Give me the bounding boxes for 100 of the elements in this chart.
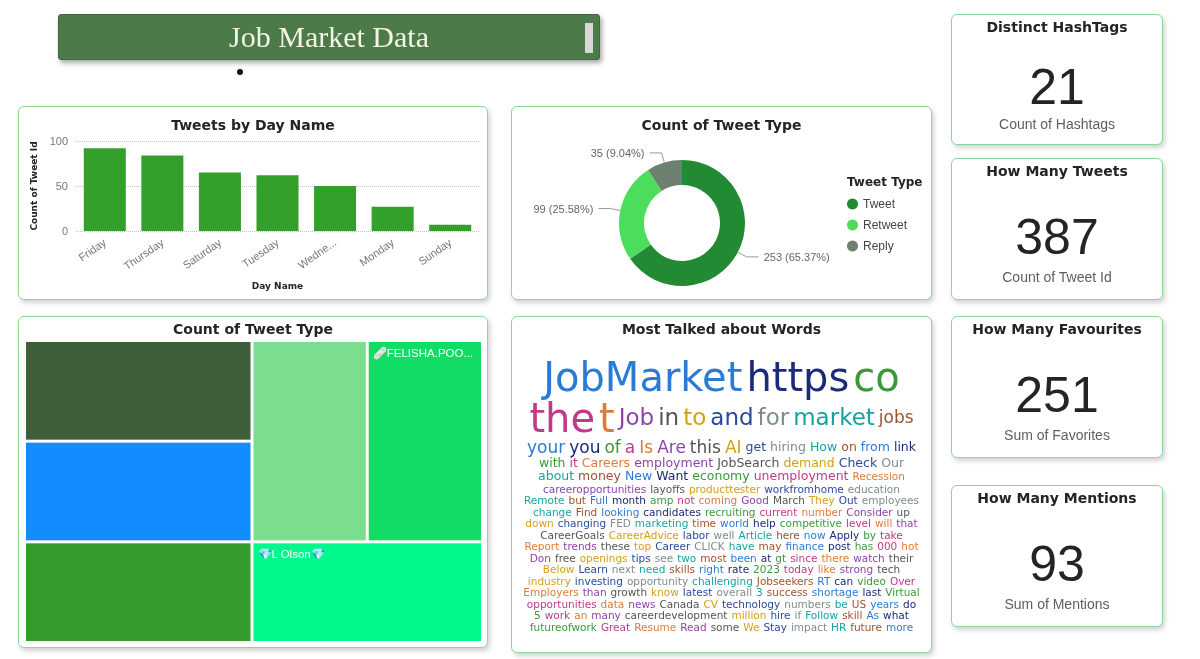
category-label: if (794, 609, 802, 622)
category-label: million (731, 609, 767, 622)
bar (256, 175, 299, 231)
data-label: 93 (1028, 536, 1086, 593)
category-label: challenging (692, 574, 753, 587)
category-label: than (582, 586, 607, 599)
category-label: employees (861, 494, 919, 507)
bar (314, 186, 357, 231)
category-label: Jobseekers (756, 574, 814, 587)
category-label: demand (783, 454, 835, 470)
category-label: CLICK (694, 540, 725, 553)
category-label: that (896, 517, 918, 530)
category-label: March (772, 494, 805, 507)
category-label: today (783, 563, 814, 576)
category-label: take (880, 528, 903, 541)
y-axis-title: Count of Tweet Id (29, 141, 40, 231)
category-label: since (790, 551, 818, 564)
category-label: openings (579, 551, 628, 564)
category-label: marketing (634, 517, 689, 530)
category-label: most (700, 551, 727, 564)
category-label: CareerAdvice (608, 528, 679, 541)
category-label: https (746, 353, 850, 400)
category-label: Check (838, 454, 878, 470)
category-label: skill (842, 609, 863, 622)
category-label: Great (600, 620, 631, 633)
category-label: Our (881, 454, 905, 470)
category-label: Follow (805, 609, 839, 622)
category-label: like (817, 563, 836, 576)
category-label: well (713, 528, 735, 541)
category-label: employment (634, 454, 714, 470)
category-label: money (578, 468, 621, 484)
category-label: Employers (523, 586, 579, 599)
category-label: education (847, 482, 900, 495)
category-label: change (533, 505, 572, 518)
category-label: strong (839, 563, 874, 576)
category-label: right (699, 563, 724, 576)
category-label: there (821, 551, 850, 564)
category-label: in (658, 404, 680, 431)
category-label: number (801, 505, 843, 518)
category-label: with (538, 454, 566, 470)
text: Sum of Favorites (1003, 425, 1111, 444)
category-label: level (846, 517, 871, 530)
category-label: CV (703, 597, 718, 610)
category-label: 🩹FELISHA.POO... (372, 346, 474, 360)
category-label: skills (669, 563, 696, 576)
category-label: rate (727, 563, 750, 576)
category-label: finance (785, 540, 824, 553)
category-label: to (683, 404, 707, 431)
category-label: As (866, 609, 880, 622)
category-label: Job (618, 404, 655, 431)
category-label: at (760, 551, 772, 564)
category-label: producttester (688, 482, 761, 495)
category-label: what (883, 609, 909, 622)
category-label: jobs (878, 407, 914, 428)
category-label: know (651, 586, 679, 599)
category-label: opportunities (526, 597, 597, 610)
y-tick-label: 50 (55, 180, 68, 192)
category-label: Apply (829, 528, 860, 541)
category-label: workfromhome (764, 482, 844, 495)
text: Count of Tweet Id (1001, 267, 1113, 286)
category-label: Careers (581, 454, 631, 470)
category-label: data (600, 597, 625, 610)
category-label: hiring (770, 439, 806, 454)
category-label: Resume (634, 620, 677, 633)
category-label: help (753, 517, 776, 530)
category-label: two (677, 551, 697, 564)
category-label: investing (574, 574, 623, 587)
text: Count of Tweet Type (172, 321, 334, 337)
category-label: Article (738, 528, 773, 541)
category-label: Below (542, 563, 575, 576)
category-label: Report (524, 540, 560, 553)
category-label: Out (838, 494, 858, 507)
x-axis-title: Day Name (251, 280, 304, 291)
category-label: many (591, 609, 621, 622)
category-label: a (624, 436, 636, 457)
category-label: futureofwork (529, 620, 597, 633)
bar (83, 148, 126, 231)
category-label: get (745, 439, 767, 454)
category-label: Canada (659, 597, 700, 610)
category-label: 💎L Olson💎 (257, 548, 325, 561)
category-label: but (568, 494, 586, 507)
category-label: shortage (811, 586, 859, 599)
category-label: more (885, 620, 914, 633)
category-label: technology (721, 597, 781, 610)
bar (429, 224, 472, 231)
category-label: by (863, 528, 877, 541)
category-label: be (834, 597, 848, 610)
text: Distinct HashTags (985, 19, 1129, 35)
category-label: and (710, 404, 754, 431)
category-label: 3 (756, 586, 763, 599)
category-label: HR (831, 620, 847, 633)
text: How Many Mentions (976, 490, 1138, 506)
category-label: not (677, 494, 695, 507)
category-label: impact (790, 620, 828, 633)
category-label: last (862, 586, 882, 599)
category-label: careerdevelopment (624, 609, 728, 622)
category-label: Career (655, 540, 691, 553)
y-tick-label: 0 (61, 225, 68, 237)
category-label: watch (853, 551, 885, 564)
category-label: Virtual (885, 586, 920, 599)
